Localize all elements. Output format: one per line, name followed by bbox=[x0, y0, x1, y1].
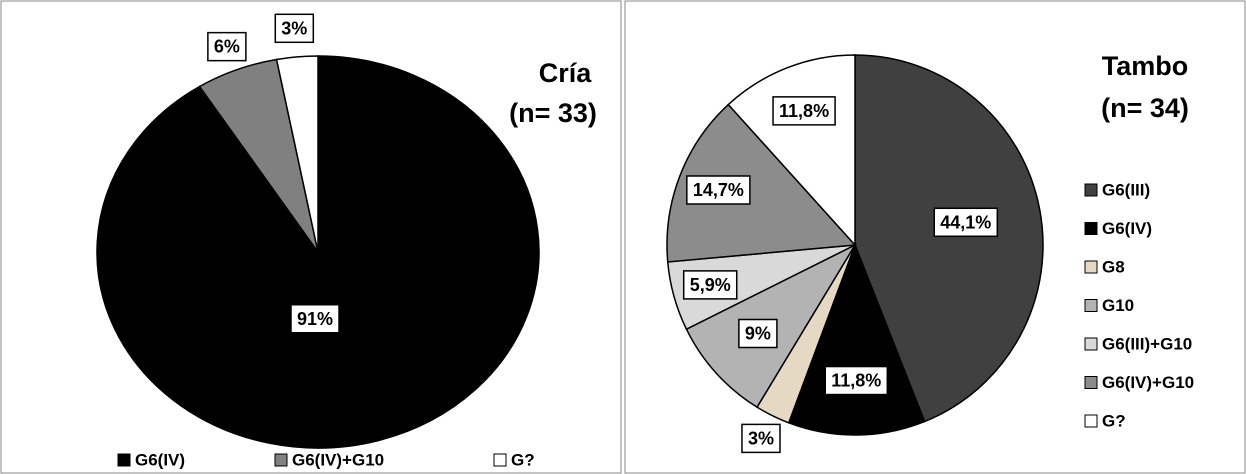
legend-label: G8 bbox=[1102, 257, 1125, 276]
legend-swatch bbox=[1084, 183, 1098, 197]
data-label: 6% bbox=[214, 37, 240, 57]
data-label: 9% bbox=[745, 324, 771, 344]
pie-slice bbox=[666, 103, 857, 263]
legend-swatch bbox=[1084, 337, 1098, 351]
legend-swatch bbox=[1084, 222, 1098, 235]
data-label-box bbox=[274, 13, 315, 44]
data-label: 3% bbox=[748, 428, 774, 448]
pie-slice bbox=[854, 54, 1044, 423]
data-label: 11,8% bbox=[831, 371, 881, 391]
data-label-box bbox=[686, 175, 751, 205]
data-label: 5,9% bbox=[690, 275, 731, 295]
data-label-box bbox=[207, 31, 247, 62]
data-label: 11,8% bbox=[779, 101, 829, 121]
legend-swatch bbox=[117, 453, 131, 467]
legend-label: G10 bbox=[1102, 296, 1134, 315]
legend-swatch bbox=[1084, 260, 1098, 274]
legend-label: G6(IV)+G10 bbox=[1102, 373, 1194, 392]
legend-label: G? bbox=[511, 450, 535, 469]
legend-label: G? bbox=[1102, 411, 1126, 430]
data-label: 91% bbox=[297, 309, 333, 329]
legend-label: G6(III) bbox=[1102, 180, 1150, 199]
data-label-box bbox=[290, 304, 340, 334]
data-label: 44,1% bbox=[940, 212, 991, 232]
chart-subtitle: (n= 34) bbox=[1101, 93, 1189, 123]
pie-slice bbox=[787, 242, 926, 436]
panel-border bbox=[0, 0, 622, 474]
chart-subtitle: (n= 33) bbox=[509, 98, 597, 128]
legend-swatch bbox=[1084, 299, 1098, 312]
legend-label: G6(IV) bbox=[1102, 219, 1152, 238]
legend-label: G6(IV)+G10 bbox=[292, 450, 384, 469]
data-label-box bbox=[933, 207, 999, 238]
panel-border bbox=[624, 0, 1246, 474]
data-label-box bbox=[824, 365, 889, 396]
pie-slice bbox=[275, 55, 319, 253]
chart-title: Cría bbox=[539, 58, 593, 88]
legend-swatch bbox=[493, 453, 507, 467]
legend-swatch bbox=[1084, 414, 1098, 428]
legend-swatch bbox=[1084, 376, 1098, 389]
legend-label: G6(III)+G10 bbox=[1102, 334, 1192, 353]
legend-swatch bbox=[274, 453, 288, 467]
chart-title: Tambo bbox=[1102, 51, 1189, 81]
data-label-box bbox=[772, 96, 836, 126]
data-label-box bbox=[738, 318, 778, 349]
data-label: 3% bbox=[281, 18, 307, 38]
legend-label: G6(IV) bbox=[135, 450, 185, 469]
data-label-box bbox=[741, 423, 781, 454]
data-label: 14,7% bbox=[693, 180, 744, 200]
data-label-box bbox=[682, 270, 738, 300]
